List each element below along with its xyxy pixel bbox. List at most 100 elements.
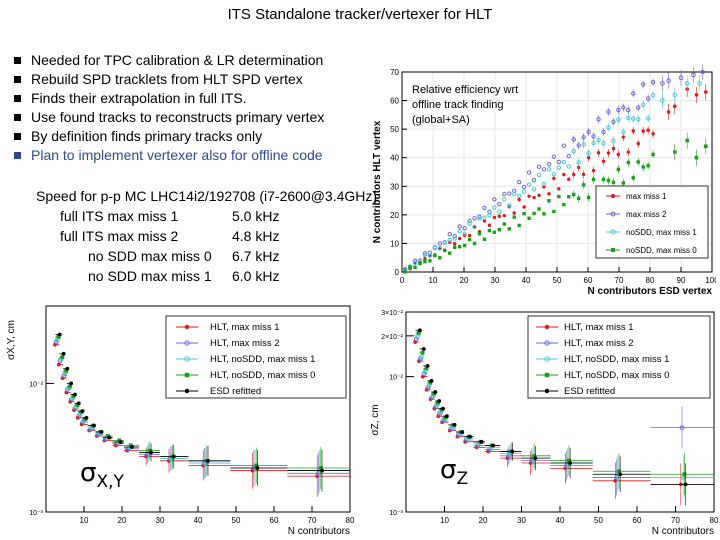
data-point — [547, 192, 551, 196]
data-point — [65, 366, 70, 371]
data-point — [611, 194, 615, 198]
data-point — [433, 390, 438, 394]
data-point — [544, 356, 550, 362]
data-point — [436, 414, 441, 419]
data-point — [424, 366, 429, 371]
data-point — [537, 193, 541, 197]
data-point — [482, 205, 487, 211]
x-axis-label: N contributors ESD vertex — [588, 286, 713, 297]
data-point — [666, 110, 671, 114]
data-point — [636, 141, 640, 146]
data-point — [64, 369, 69, 373]
data-point — [512, 211, 516, 215]
data-point — [621, 135, 626, 139]
data-point — [679, 425, 685, 431]
data-point — [557, 194, 561, 199]
data-point — [621, 129, 626, 135]
data-point — [422, 251, 428, 256]
data-point — [440, 418, 446, 424]
data-point — [65, 386, 70, 392]
data-point — [552, 176, 556, 181]
data-point — [591, 140, 596, 146]
y-axis-label: σZ, cm — [370, 404, 381, 435]
data-point — [616, 152, 621, 157]
data-point — [437, 246, 443, 251]
data-point — [84, 415, 89, 420]
data-point — [700, 69, 706, 75]
data-point — [532, 453, 537, 458]
data-point — [526, 170, 532, 175]
data-point — [128, 443, 133, 448]
data-point — [69, 381, 74, 386]
data-point — [457, 224, 462, 229]
tick-label: 20 — [479, 516, 488, 525]
data-point — [433, 253, 437, 258]
data-point — [601, 177, 606, 182]
legend-label: noSDD, max miss 0 — [626, 246, 697, 255]
data-point — [68, 384, 72, 389]
tick-label: 40 — [556, 516, 565, 525]
tick-label: 80 — [710, 516, 718, 525]
legend-box — [595, 185, 709, 259]
annotation-line: offline track finding — [412, 99, 504, 111]
data-point — [184, 388, 190, 394]
data-point — [596, 117, 601, 122]
data-point — [660, 81, 665, 86]
data-point — [556, 165, 562, 170]
data-point — [586, 150, 591, 156]
data-point — [479, 439, 484, 444]
tick-label: 40 — [194, 516, 203, 525]
data-point — [567, 458, 571, 463]
data-point — [591, 168, 596, 173]
data-point — [477, 232, 482, 236]
data-points — [53, 332, 350, 498]
axis-ticks: 10 20 30 40 50 60 70 80 3×10⁻² 2×10⁻² 10⁻² 10⁻³ — [381, 310, 718, 525]
data-point — [452, 234, 457, 239]
data-point — [660, 98, 665, 103]
data-point — [117, 438, 122, 443]
data-points — [402, 64, 708, 274]
data-point — [512, 191, 517, 197]
data-point — [577, 165, 581, 170]
tick-label: 30 — [491, 276, 500, 285]
data-point — [682, 472, 687, 477]
speed-heading: Speed for p-p MC LHC14i2/192708 (i7-2600… — [36, 188, 378, 204]
tick-label: 0 — [400, 276, 405, 285]
data-point — [453, 241, 457, 246]
tick-label: 10 — [429, 276, 438, 285]
tick-label: 60 — [584, 276, 593, 285]
data-point — [618, 472, 623, 477]
bullet-text: Finds their extrapolation in full ITS. — [31, 90, 247, 106]
data-point — [457, 244, 462, 249]
data-point — [497, 201, 502, 207]
data-point — [626, 108, 631, 113]
data-point — [616, 107, 621, 113]
tick-label: 20 — [460, 276, 469, 285]
legend-box — [165, 315, 347, 399]
legend-label: max miss 1 — [626, 192, 667, 201]
data-point — [522, 205, 526, 209]
data-point — [68, 399, 73, 404]
data-point — [576, 160, 581, 165]
data-point — [320, 468, 324, 473]
tick-label: 2×10⁻² — [381, 334, 403, 341]
axis-ticks: 0 10 20 30 40 50 60 70 80 90 100 0 10 20 30 40 50 60 70 — [390, 68, 716, 285]
data-point — [645, 116, 651, 121]
data-point — [551, 154, 557, 159]
data-point — [611, 248, 615, 252]
data-point — [482, 237, 487, 241]
data-point — [445, 414, 449, 419]
tick-label: 10⁻² — [29, 381, 43, 388]
data-point — [492, 197, 497, 202]
data-point — [438, 256, 442, 260]
data-point — [641, 165, 645, 169]
data-point — [606, 178, 611, 183]
data-point — [601, 129, 606, 135]
speed-value: 5.0 kHz — [232, 208, 280, 224]
speed-row: no SDD max miss 0 — [88, 246, 212, 266]
data-point — [452, 422, 457, 427]
data-point — [601, 159, 606, 163]
bullet-item: Needed for TPC calibration & LR determin… — [14, 51, 324, 70]
data-point — [482, 219, 487, 223]
tick-label: 90 — [677, 276, 686, 285]
